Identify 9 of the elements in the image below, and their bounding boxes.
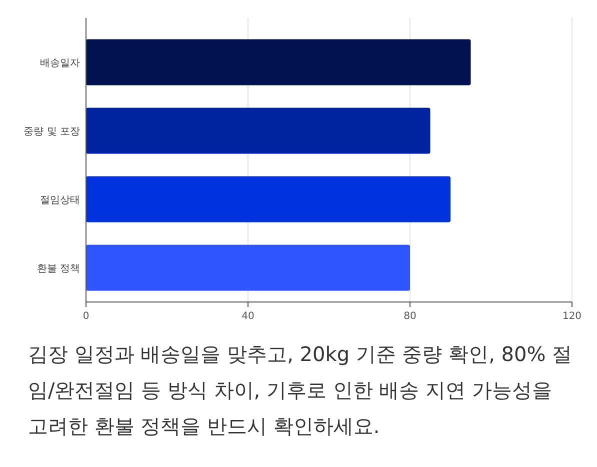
text: 김장 일정과 배송일을 맞추고, 20kg 기준 중량 확인, 80% 절임/완전절임 등 방식 차이, 기후로 인한 배송 지연 가능성을 고려한 환불 정책을 반드시 확인하세요. bbox=[28, 341, 574, 440]
y-tick-label: 절임상태 bbox=[40, 194, 80, 206]
y-tick-label: 환불 정책 bbox=[36, 263, 80, 274]
x-tick-label: 80 bbox=[404, 311, 416, 322]
x-tick-label: 0 bbox=[82, 311, 90, 322]
x-tick-label: 40 bbox=[242, 311, 254, 322]
x-tick-label: 120 bbox=[562, 311, 582, 322]
y-tick-label: 배송일자 bbox=[40, 58, 80, 69]
y-tick-label: 중량 및 포장 bbox=[24, 126, 80, 138]
